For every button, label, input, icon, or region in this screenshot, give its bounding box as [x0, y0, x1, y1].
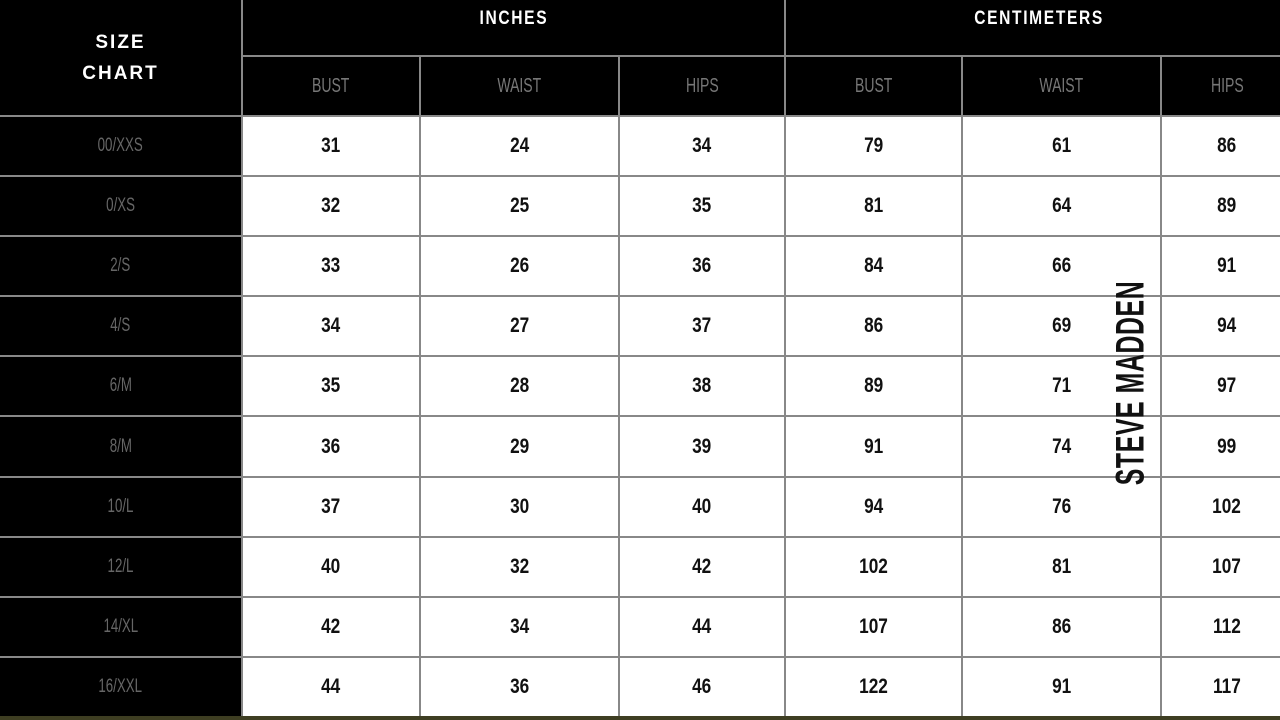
size-label: 4/S: [0, 297, 241, 356]
measurement-cell: 64: [963, 177, 1160, 236]
measurement-cell: 86: [786, 297, 961, 356]
measurement-cell: 69: [963, 297, 1160, 356]
size-chart-title: SIZE CHART: [0, 0, 241, 115]
measurement-cell: 36: [421, 657, 618, 716]
measurement-cell: 86: [963, 597, 1160, 656]
measurement-cell: 40: [243, 537, 419, 596]
measurement-cell: 99: [1162, 417, 1280, 476]
measurement-cell: 31: [243, 117, 419, 176]
measurement-cell: 112: [1162, 597, 1280, 656]
measurement-cell: 89: [786, 357, 961, 416]
size-label: 10/L: [0, 477, 241, 536]
column-header-bust-in: BUST: [243, 57, 419, 115]
measurement-cell: 91: [786, 417, 961, 476]
measurement-cell: 86: [1162, 117, 1280, 176]
measurement-cell: 34: [620, 117, 784, 176]
size-label: 8/M: [0, 417, 241, 476]
group-header-inches: INCHES: [243, 0, 784, 55]
measurement-cell: 89: [1162, 177, 1280, 236]
column-header-waist-in: WAIST: [421, 57, 618, 115]
measurement-cell: 74: [963, 417, 1160, 476]
measurement-cell: 76: [963, 477, 1160, 536]
measurement-cell: 42: [243, 597, 419, 656]
measurement-cell: 37: [620, 297, 784, 356]
measurement-cell: 38: [620, 357, 784, 416]
measurement-cell: 26: [421, 237, 618, 296]
size-label: 6/M: [0, 357, 241, 416]
measurement-cell: 117: [1162, 657, 1280, 716]
measurement-cell: 24: [421, 117, 618, 176]
measurement-cell: 29: [421, 417, 618, 476]
measurement-cell: 79: [786, 117, 961, 176]
measurement-cell: 122: [786, 657, 961, 716]
measurement-cell: 107: [786, 597, 961, 656]
measurement-cell: 71: [963, 357, 1160, 416]
measurement-cell: 97: [1162, 357, 1280, 416]
measurement-cell: 42: [620, 537, 784, 596]
measurement-cell: 34: [421, 597, 618, 656]
size-label: 00/XXS: [0, 117, 241, 176]
measurement-cell: 102: [786, 537, 961, 596]
measurement-cell: 34: [243, 297, 419, 356]
size-label: 12/L: [0, 537, 241, 596]
column-header-hips-cm: HIPS: [1162, 57, 1280, 115]
measurement-cell: 44: [243, 657, 419, 716]
measurement-cell: 25: [421, 177, 618, 236]
measurement-cell: 32: [421, 537, 618, 596]
brand-logo: STEVE MADDEN: [1108, 280, 1153, 486]
measurement-cell: 46: [620, 657, 784, 716]
measurement-cell: 28: [421, 357, 618, 416]
measurement-cell: 94: [786, 477, 961, 536]
measurement-cell: 66: [963, 237, 1160, 296]
measurement-cell: 91: [963, 657, 1160, 716]
size-label: 0/XS: [0, 177, 241, 236]
measurement-cell: 36: [620, 237, 784, 296]
size-label: 16/XXL: [0, 657, 241, 716]
measurement-cell: 39: [620, 417, 784, 476]
measurement-cell: 107: [1162, 537, 1280, 596]
measurement-cell: 35: [243, 357, 419, 416]
measurement-cell: 37: [243, 477, 419, 536]
measurement-cell: 30: [421, 477, 618, 536]
column-header-waist-cm: WAIST: [963, 57, 1160, 115]
column-header-bust-cm: BUST: [786, 57, 961, 115]
title-line-size: SIZE: [95, 31, 146, 53]
measurement-cell: 84: [786, 237, 961, 296]
measurement-cell: 27: [421, 297, 618, 356]
group-header-centimeters: CENTIMETERS: [786, 0, 1280, 55]
measurement-cell: 91: [1162, 237, 1280, 296]
title-line-chart: CHART: [82, 62, 159, 84]
column-header-hips-in: HIPS: [620, 57, 784, 115]
measurement-cell: 102: [1162, 477, 1280, 536]
measurement-cell: 40: [620, 477, 784, 536]
bottom-border: [0, 716, 1280, 720]
measurement-cell: 35: [620, 177, 784, 236]
measurement-cell: 33: [243, 237, 419, 296]
measurement-cell: 61: [963, 117, 1160, 176]
measurement-cell: 32: [243, 177, 419, 236]
size-label: 14/XL: [0, 597, 241, 656]
measurement-cell: 94: [1162, 297, 1280, 356]
measurement-cell: 81: [786, 177, 961, 236]
size-label: 2/S: [0, 237, 241, 296]
measurement-cell: 44: [620, 597, 784, 656]
measurement-cell: 81: [963, 537, 1160, 596]
measurement-cell: 36: [243, 417, 419, 476]
